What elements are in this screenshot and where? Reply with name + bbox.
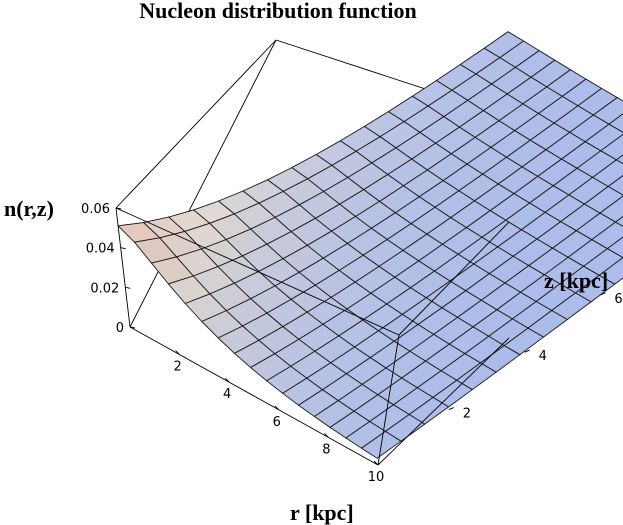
z-tick-mark-1 (125, 286, 131, 289)
z-tick-label-0: 0 (116, 321, 124, 336)
z-tick-label-2: 0.04 (86, 242, 115, 257)
box-front-edges (115, 207, 510, 466)
surface-cell-13-12 (614, 215, 623, 227)
x-tick-label-0: 2 (173, 360, 181, 375)
x-tick-mark-4 (373, 460, 379, 466)
z-axis-title: n(r,z) (4, 196, 54, 221)
surface-cell-10-14 (615, 154, 623, 165)
x-tick-mark-1 (224, 377, 230, 383)
z-tick-mark-3 (115, 207, 122, 210)
x-tick-label-2: 6 (273, 415, 281, 430)
z-tick-label-3: 0.06 (81, 202, 110, 217)
y-tick-mark-2 (600, 292, 606, 296)
y-axis-title: z [kpc] (544, 268, 608, 293)
x-tick-mark-2 (274, 405, 280, 411)
z-tick-label-1: 0.02 (90, 281, 119, 296)
x-tick-label-1: 4 (223, 387, 231, 402)
x-tick-mark-0 (175, 350, 180, 355)
z-tick-mark-0 (129, 326, 136, 329)
y-tick-mark-0 (448, 407, 454, 411)
axis-ticks: 24681024681000.020.040.06 (81, 202, 623, 485)
y-tick-label-0: 2 (463, 407, 471, 422)
z-tick-mark-2 (120, 247, 126, 250)
chart-title: Nucleon distribution function (139, 0, 417, 23)
y-tick-label-1: 4 (539, 349, 547, 364)
x-tick-label-3: 8 (322, 442, 330, 457)
y-tick-mark-1 (524, 349, 530, 353)
x-tick-mark-3 (324, 433, 329, 438)
surface-mesh (117, 31, 623, 459)
x-tick-label-4: 10 (368, 470, 385, 485)
x-axis-title: r [kpc] (290, 500, 354, 525)
y-tick-label-2: 6 (614, 292, 622, 307)
